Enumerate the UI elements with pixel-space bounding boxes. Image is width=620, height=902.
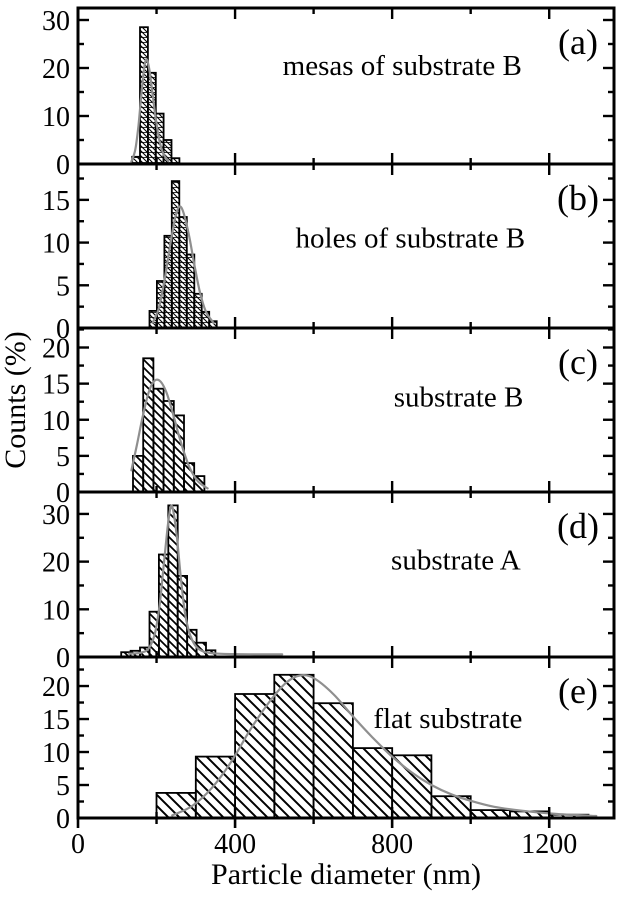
histogram-bar (142, 357, 155, 493)
y-tick-label: 30 (42, 500, 70, 531)
y-tick-label: 0 (56, 314, 70, 345)
y-tick-label: 15 (42, 186, 70, 217)
panel-letter: (c) (558, 342, 598, 382)
panel-b: 0 5 10 15 holes of substrate B (b) (42, 162, 616, 345)
panel-annotation: substrate A (391, 545, 521, 577)
y-tick-label: 0 (56, 478, 70, 509)
histogram-bar (163, 234, 173, 330)
fit-curve (171, 674, 598, 818)
histogram-bar (273, 673, 315, 819)
y-tick-label: 20 (42, 672, 70, 703)
fit-curve (127, 504, 284, 656)
y-axis-title: Counts (%) (0, 331, 32, 469)
panel-annotation: holes of substrate B (296, 223, 526, 255)
panel-d: 0 10 20 30 substrate A (d) (42, 490, 616, 674)
histogram-bar (312, 702, 354, 819)
panel-letter: (d) (557, 506, 599, 546)
histogram-bar (185, 253, 196, 329)
y-tick-label: 20 (42, 334, 70, 365)
x-tick-label: 0 (71, 829, 85, 860)
y-tick-label: 5 (56, 771, 70, 802)
x-tick-label: 1200 (521, 829, 577, 860)
y-tick-label: 5 (56, 271, 70, 302)
histogram-bar (391, 754, 433, 819)
panel-c: 0 5 10 15 20 substrate B (c) (42, 326, 616, 509)
x-axis-title: Particle diameter (nm) (211, 858, 481, 891)
y-tick-label: 10 (42, 738, 70, 769)
x-tick-label: 400 (214, 829, 256, 860)
y-tick-label: 10 (42, 595, 70, 626)
fit-curve (130, 58, 170, 163)
y-tick-label: 5 (56, 442, 70, 473)
panel-letter: (a) (558, 22, 598, 62)
y-tick-label: 0 (56, 804, 70, 835)
y-tick-label: 15 (42, 370, 70, 401)
y-tick-label: 0 (56, 643, 70, 674)
histogram-bar (351, 747, 394, 819)
y-tick-label: 20 (42, 54, 70, 85)
histogram-bar (172, 414, 185, 493)
x-axis: 0 400 800 1200 (71, 818, 577, 860)
panel-annotation: mesas of substrate B (283, 50, 522, 82)
y-tick-label: 10 (42, 229, 70, 260)
histogram-bar (132, 454, 145, 493)
histogram-bar (178, 216, 188, 329)
y-tick-label: 10 (42, 406, 70, 437)
x-tick-label: 800 (371, 829, 413, 860)
y-tick-label: 15 (42, 705, 70, 736)
panel-annotation: flat substrate (373, 703, 522, 735)
panel-letter: (e) (558, 671, 598, 711)
histogram-bar (170, 180, 181, 329)
y-tick-label: 0 (56, 150, 70, 181)
panel-frame (76, 655, 616, 820)
panel-letter: (b) (557, 178, 599, 218)
histogram-bar (234, 693, 276, 819)
y-tick-label: 30 (42, 6, 70, 37)
fit-curve (151, 205, 215, 324)
fit-curve (130, 378, 209, 490)
y-tick-label: 10 (42, 102, 70, 133)
y-tick-label: 20 (42, 548, 70, 579)
panel-annotation: substrate B (394, 382, 524, 414)
panel-a: 0 10 20 30 mesas of substrate B (a) (42, 6, 616, 181)
histogram-bar (152, 387, 165, 493)
